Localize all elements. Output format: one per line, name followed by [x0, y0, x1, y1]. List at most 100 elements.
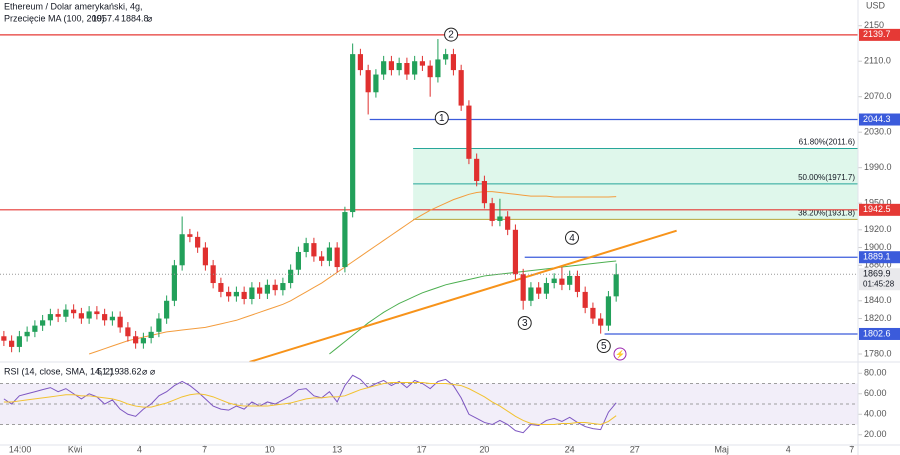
candle-body [78, 313, 84, 319]
candle-body [567, 275, 573, 285]
candle-body [9, 340, 15, 347]
fib-label: 50.00%(1971.7) [798, 173, 855, 182]
y-tick-label: 1900.0 [864, 242, 892, 252]
fib-label: 61.80%(2011.6) [799, 138, 856, 147]
candle-body [47, 314, 53, 321]
y-tick-label: 1990.0 [864, 162, 892, 172]
candle-body [536, 287, 542, 294]
y-tick-label: 1880.0 [864, 260, 892, 270]
candle-body [582, 291, 588, 308]
x-tick-label: 4 [786, 444, 791, 454]
candle-body [435, 59, 441, 78]
fib-label: 38.20%(1931.8) [798, 208, 855, 217]
candle-body [481, 181, 488, 204]
x-tick-label: 10 [265, 444, 275, 454]
candle-body [373, 74, 379, 93]
candle-body [86, 311, 92, 319]
candle-body [551, 278, 557, 284]
candle-body [528, 287, 534, 301]
price-pane: 61.80%(2011.6) 50.00%(1971.7) 38.20%(1931.… [0, 27, 858, 362]
candle-body [326, 247, 333, 261]
current-price-tag [859, 268, 900, 291]
x-tick-label: 20 [479, 444, 489, 454]
candle-body [241, 291, 247, 300]
candle-body [63, 309, 69, 317]
candle-body [396, 62, 402, 71]
candle-body [125, 327, 131, 337]
wave-label: 3 [522, 318, 528, 329]
alert-icon[interactable] [613, 347, 627, 361]
y-tick-label: 20.00 [864, 429, 887, 439]
level-tag [859, 327, 900, 340]
candle-body [218, 283, 224, 292]
y-tick-label: 60.00 [864, 388, 887, 398]
candle-body [71, 309, 77, 314]
y-tick-label: 1950.0 [864, 198, 892, 208]
wave-marker [565, 230, 579, 245]
candle-body [427, 65, 433, 78]
candle-body [94, 311, 100, 315]
level-tag-label: 2139.7 [863, 29, 891, 39]
candle-body [179, 234, 185, 266]
rsi-pane [0, 374, 858, 434]
x-tick-label: 13 [332, 444, 342, 454]
wave-label: 4 [569, 233, 575, 244]
candle-body [319, 256, 325, 261]
candle-body [102, 314, 108, 321]
y-tick-label: 2070.0 [864, 91, 892, 101]
hide-icon[interactable]: ⌀ [147, 13, 153, 23]
candle-body [520, 274, 526, 301]
candle-body [412, 61, 418, 75]
hide-icon[interactable]: ⌀ ⌀ [142, 366, 156, 376]
candle-body [505, 216, 511, 230]
candle-body [16, 336, 22, 347]
candle-body [249, 287, 255, 300]
candle-body [226, 291, 232, 297]
candle-body [295, 251, 302, 270]
y-tick-label: 2110.0 [864, 56, 891, 66]
wave-marker [517, 315, 532, 330]
y-tick-label: 1820.0 [864, 313, 892, 323]
candle-body [365, 70, 371, 93]
y-tick-label: 1780.0 [864, 348, 892, 358]
candle-body [303, 243, 309, 252]
y-tick-label: 1840.0 [864, 295, 892, 305]
candle-body [1, 336, 7, 341]
level-tag [859, 113, 900, 126]
candle-body [388, 61, 395, 71]
candle-body [24, 331, 30, 337]
candle-body [474, 158, 480, 181]
candle-body [233, 291, 239, 297]
candle-body [605, 296, 612, 326]
x-tick-label: Maj [714, 444, 729, 454]
level-tag-label: 1889.1 [863, 252, 891, 262]
level-tag [859, 28, 900, 41]
candle-body [574, 275, 581, 292]
candle-body [458, 70, 464, 106]
level-tag-label: 1942.5 [863, 204, 891, 214]
candle-body [133, 336, 139, 344]
candle-body [357, 54, 364, 71]
candle-body [109, 316, 115, 321]
wave-label: 5 [601, 341, 607, 352]
y-tick-label: 2030.0 [864, 127, 892, 137]
x-tick-label: Kwi [68, 444, 83, 454]
candle-body [419, 61, 426, 66]
rsi-sma-value: 38.62 [119, 366, 142, 376]
x-tick-label: 14:00 [9, 444, 32, 454]
chart-title: Ethereum / Dolar amerykański, 4g, [4, 1, 143, 11]
level-tag [859, 203, 900, 216]
level-tag-label: 2044.3 [863, 114, 891, 124]
candle-body [288, 269, 294, 284]
candle-body [195, 236, 201, 248]
candle-body [512, 229, 519, 275]
current-price-label: 1869.9 [863, 269, 891, 279]
candle-body [559, 278, 565, 285]
x-tick-label: 7 [849, 444, 854, 454]
ma-line [329, 260, 617, 355]
candle-body [342, 212, 348, 268]
candle-body [466, 105, 472, 159]
ma-line [88, 191, 617, 355]
candle-body [311, 243, 317, 257]
